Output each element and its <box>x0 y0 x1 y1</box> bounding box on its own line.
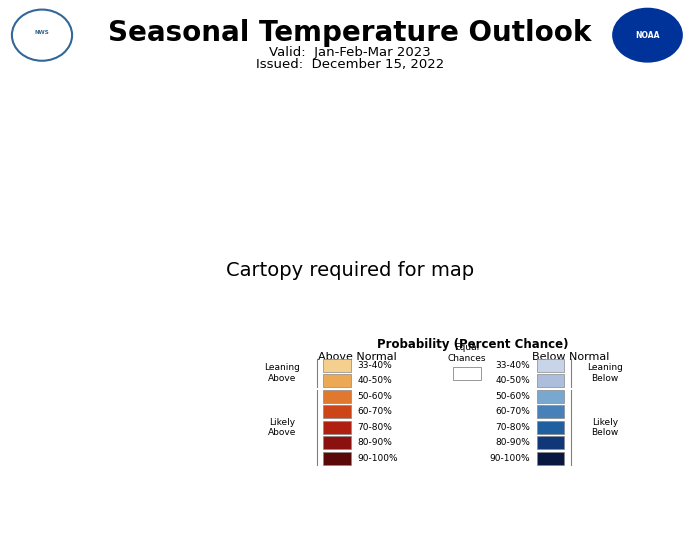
Text: 80-90%: 80-90% <box>496 438 530 447</box>
Text: Issued:  December 15, 2022: Issued: December 15, 2022 <box>256 58 444 71</box>
Text: 80-90%: 80-90% <box>357 438 392 447</box>
Bar <box>536 452 564 465</box>
Text: Likely
Above: Likely Above <box>268 418 297 437</box>
Text: 60-70%: 60-70% <box>496 407 530 417</box>
Bar <box>536 421 564 434</box>
Text: 70-80%: 70-80% <box>357 423 392 432</box>
Text: Seasonal Temperature Outlook: Seasonal Temperature Outlook <box>108 19 592 47</box>
Text: Leaning
Above: Leaning Above <box>265 364 300 383</box>
Text: 33-40%: 33-40% <box>496 361 530 370</box>
Text: NOAA: NOAA <box>636 31 659 39</box>
Text: 40-50%: 40-50% <box>357 377 392 385</box>
Text: 50-60%: 50-60% <box>496 392 530 401</box>
Text: 40-50%: 40-50% <box>496 377 530 385</box>
Text: 90-100%: 90-100% <box>357 454 398 463</box>
Bar <box>454 367 481 380</box>
Circle shape <box>613 8 682 62</box>
Text: Equal
Chances: Equal Chances <box>448 344 486 363</box>
Bar <box>536 359 564 372</box>
Text: 90-100%: 90-100% <box>489 454 530 463</box>
Text: 50-60%: 50-60% <box>357 392 392 401</box>
Text: 70-80%: 70-80% <box>496 423 530 432</box>
Bar <box>323 359 351 372</box>
Text: Cartopy required for map: Cartopy required for map <box>226 261 474 280</box>
Bar <box>323 452 351 465</box>
Bar <box>323 374 351 387</box>
Bar <box>536 405 564 418</box>
Text: Likely
Below: Likely Below <box>592 418 619 437</box>
Bar <box>323 436 351 449</box>
Bar <box>323 421 351 434</box>
Text: Probability (Percent Chance): Probability (Percent Chance) <box>377 338 568 351</box>
Text: Valid:  Jan-Feb-Mar 2023: Valid: Jan-Feb-Mar 2023 <box>269 46 431 59</box>
Bar <box>536 374 564 387</box>
Text: Below Normal: Below Normal <box>532 352 610 361</box>
Text: Above Normal: Above Normal <box>318 352 397 361</box>
Bar <box>323 405 351 418</box>
Text: 60-70%: 60-70% <box>357 407 392 417</box>
Bar <box>536 436 564 449</box>
Text: Leaning
Below: Leaning Below <box>587 364 623 383</box>
Text: NWS: NWS <box>34 30 50 35</box>
Bar <box>323 390 351 403</box>
Text: 33-40%: 33-40% <box>357 361 392 370</box>
Bar <box>536 390 564 403</box>
